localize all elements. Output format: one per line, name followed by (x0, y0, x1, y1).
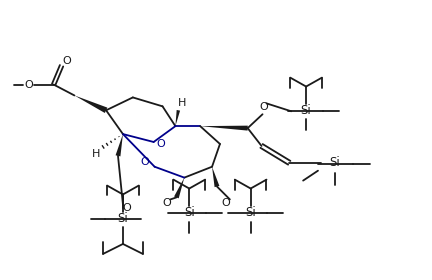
Text: Si: Si (245, 206, 256, 219)
Polygon shape (74, 95, 108, 113)
Text: O: O (123, 203, 131, 213)
Text: Si: Si (184, 206, 195, 219)
Text: Si: Si (301, 104, 311, 117)
Polygon shape (212, 167, 219, 187)
Text: Si: Si (118, 212, 128, 225)
Text: O: O (62, 56, 71, 66)
Text: H: H (178, 98, 187, 108)
Text: H: H (92, 149, 100, 159)
Text: O: O (259, 102, 268, 112)
Text: O: O (222, 198, 230, 208)
Polygon shape (174, 178, 184, 198)
Polygon shape (200, 126, 248, 130)
Polygon shape (116, 134, 123, 157)
Text: O: O (156, 139, 165, 149)
Text: O: O (162, 198, 171, 208)
Text: Si: Si (330, 156, 340, 169)
Text: O: O (140, 157, 149, 167)
Text: O: O (25, 80, 33, 90)
Polygon shape (175, 110, 180, 126)
